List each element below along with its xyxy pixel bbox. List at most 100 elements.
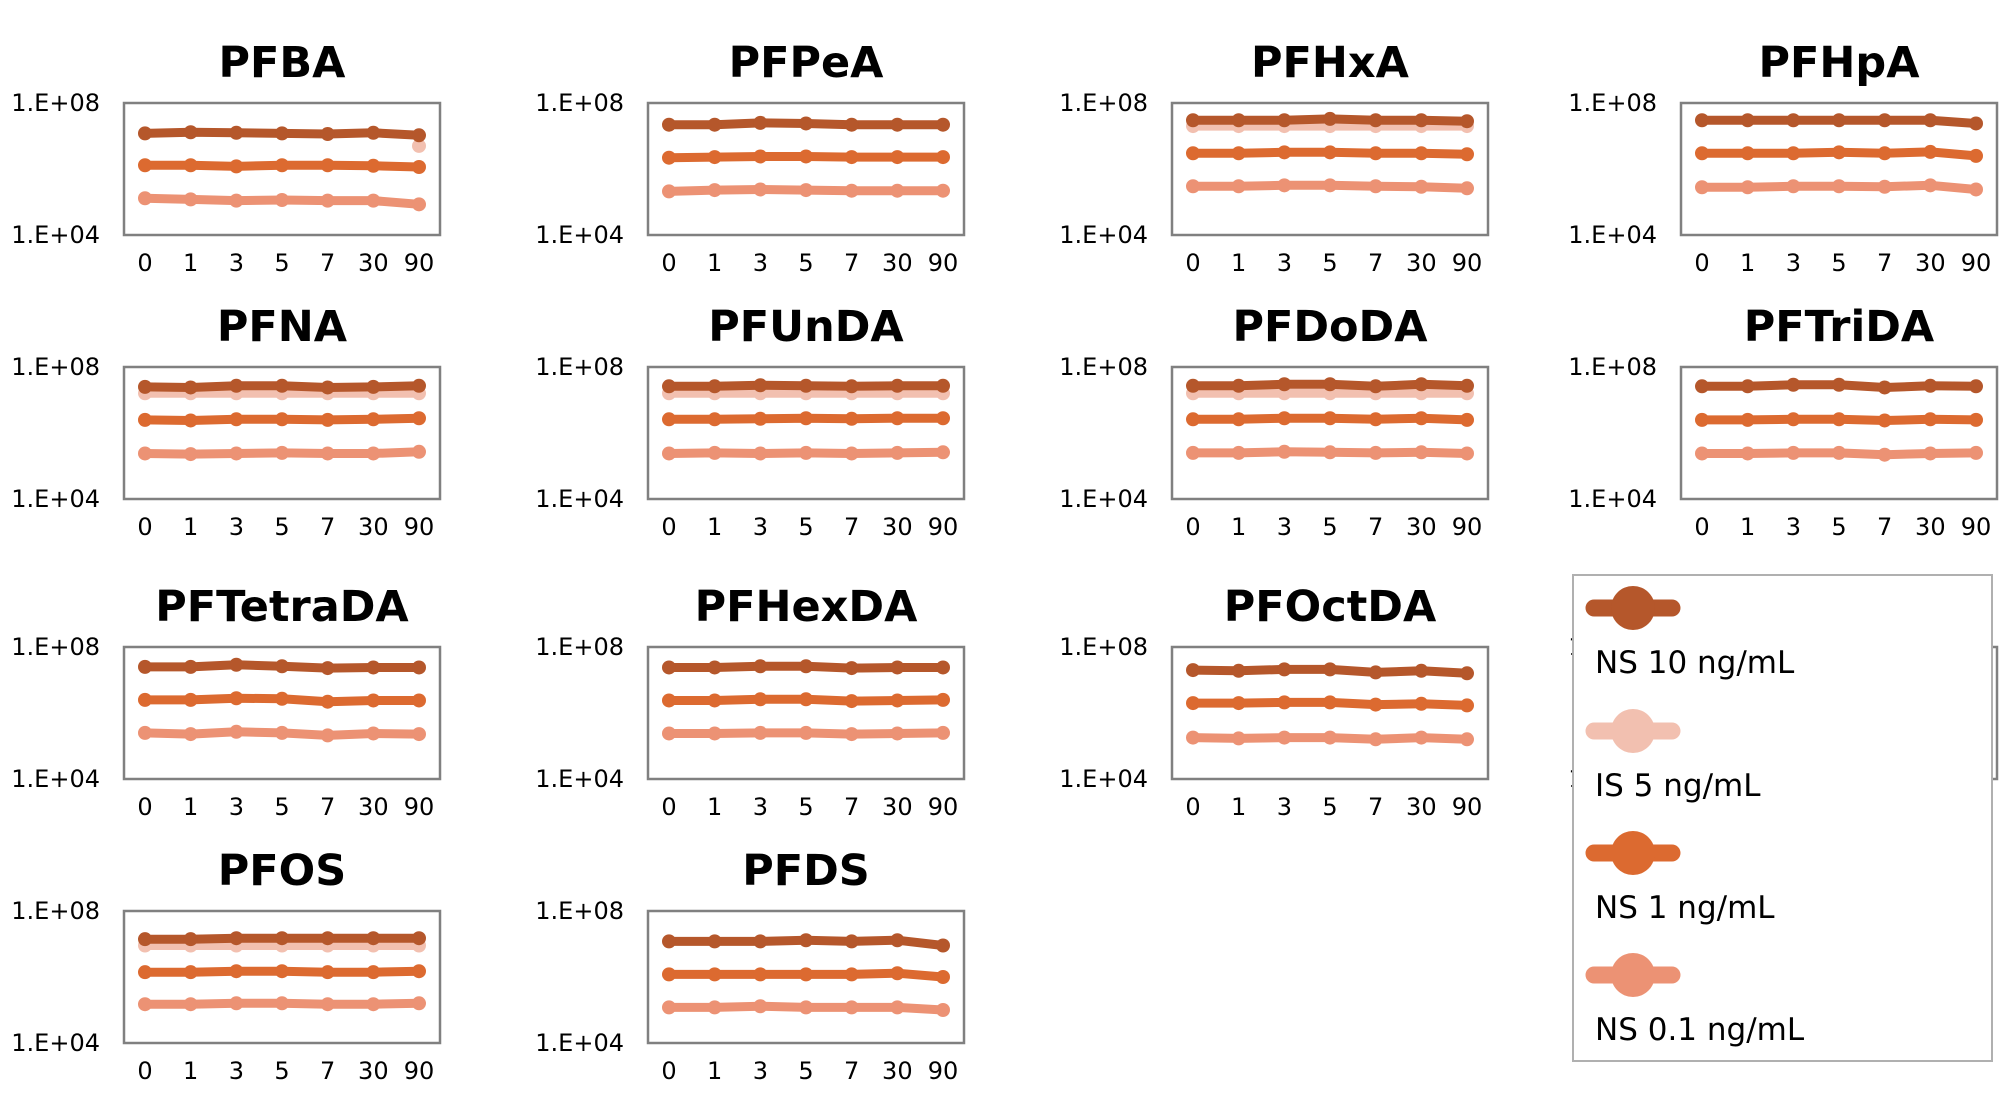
data-point-ns-0-1-ng-ml <box>753 446 768 461</box>
y-tick-label: 1.E+08 <box>11 353 100 381</box>
data-point-ns-10-ng-ml <box>412 378 426 393</box>
data-point-ns-0-1-ng-ml <box>1923 178 1938 193</box>
panel-title: PFHxA <box>1251 38 1410 88</box>
data-point-ns-1-ng-ml <box>1740 146 1755 161</box>
x-tick-label: 5 <box>274 249 289 277</box>
data-point-ns-10-ng-ml <box>1277 377 1292 392</box>
data-point-ns-10-ng-ml <box>138 379 152 394</box>
data-point-ns-0-1-ng-ml <box>1832 445 1846 460</box>
data-point-ns-1-ng-ml <box>844 411 859 426</box>
data-point-ns-0-1-ng-ml <box>1368 179 1383 194</box>
y-tick-label: 1.E+04 <box>11 221 100 249</box>
data-point-ns-0-1-ng-ml <box>753 182 768 197</box>
x-tick-label: 30 <box>882 793 913 821</box>
y-tick-label: 1.E+04 <box>1568 485 1657 513</box>
data-point-ns-10-ng-ml <box>320 126 335 141</box>
x-tick-label: 90 <box>928 793 959 821</box>
data-point-ns-10-ng-ml <box>1231 113 1246 128</box>
x-tick-label: 90 <box>1961 249 1992 277</box>
data-point-ns-1-ng-ml <box>1414 146 1429 161</box>
data-point-ns-0-1-ng-ml <box>229 446 244 461</box>
data-point-ns-0-1-ng-ml <box>275 996 289 1011</box>
panel-pfhpa: PFHpA 1.E+08 1.E+04 0 1 3 5 7 30 90 <box>1568 38 1999 277</box>
panel-title: PFTetraDA <box>155 582 409 632</box>
data-point-ns-10-ng-ml <box>320 931 335 946</box>
panel-title: PFHpA <box>1759 38 1921 88</box>
data-point-ns-1-ng-ml <box>183 158 198 173</box>
data-point-ns-1-ng-ml <box>753 967 768 982</box>
x-tick-label: 30 <box>882 513 913 541</box>
data-point-ns-0-1-ng-ml <box>138 997 152 1012</box>
data-point-ns-10-ng-ml <box>1923 113 1938 128</box>
data-point-ns-10-ng-ml <box>1323 377 1337 392</box>
x-tick-label: 30 <box>358 513 389 541</box>
data-point-ns-10-ng-ml <box>1186 378 1200 393</box>
y-tick-label: 1.E+04 <box>1568 221 1657 249</box>
panel-pftetrada: PFTetraDA 1.E+08 1.E+04 0 1 3 5 7 30 90 <box>11 582 442 821</box>
panel-title: PFBA <box>219 38 347 88</box>
x-tick-label: 0 <box>1694 249 1709 277</box>
x-tick-label: 3 <box>1277 793 1292 821</box>
data-point-ns-10-ng-ml <box>1277 662 1292 677</box>
data-point-ns-0-1-ng-ml <box>412 727 426 742</box>
x-tick-label: 7 <box>1368 793 1383 821</box>
data-point-ns-10-ng-ml <box>799 659 813 674</box>
x-tick-label: 0 <box>137 1057 152 1085</box>
data-point-ns-1-ng-ml <box>1923 144 1938 159</box>
y-tick-label: 1.E+08 <box>1059 633 1148 661</box>
data-point-ns-1-ng-ml <box>1368 146 1383 161</box>
data-point-ns-0-1-ng-ml <box>1695 446 1709 461</box>
data-point-ns-1-ng-ml <box>1923 412 1938 427</box>
panel-title: PFPeA <box>729 38 885 88</box>
data-point-ns-0-1-ng-ml <box>1969 445 1983 460</box>
panel-pfhexda: PFHexDA 1.E+08 1.E+04 0 1 3 5 7 30 90 <box>535 582 966 821</box>
data-point-ns-1-ng-ml <box>1186 412 1200 427</box>
x-tick-label: 1 <box>183 1057 198 1085</box>
data-point-ns-10-ng-ml <box>1323 662 1337 677</box>
panel-pfoctda: PFOctDA 1.E+08 1.E+04 0 1 3 5 7 30 90 <box>1059 582 1490 821</box>
data-point-ns-0-1-ng-ml <box>936 445 950 460</box>
data-point-ns-0-1-ng-ml <box>138 725 152 740</box>
y-tick-label: 1.E+08 <box>535 897 624 925</box>
data-point-ns-0-1-ng-ml <box>1877 447 1892 462</box>
data-point-ns-0-1-ng-ml <box>1786 445 1801 460</box>
x-tick-label: 3 <box>1786 249 1801 277</box>
data-point-ns-1-ng-ml <box>662 693 676 708</box>
data-point-ns-0-1-ng-ml <box>366 193 381 208</box>
data-point-ns-1-ng-ml <box>412 693 426 708</box>
data-point-ns-10-ng-ml <box>662 934 676 949</box>
data-point-ns-10-ng-ml <box>1414 663 1429 678</box>
data-point-ns-0-1-ng-ml <box>1786 179 1801 194</box>
x-tick-label: 5 <box>274 793 289 821</box>
data-point-ns-10-ng-ml <box>366 125 381 140</box>
data-point-ns-10-ng-ml <box>275 931 289 946</box>
data-point-ns-1-ng-ml <box>799 149 813 164</box>
x-tick-label: 1 <box>1231 249 1246 277</box>
panel-title: PFOctDA <box>1224 582 1437 632</box>
data-point-ns-0-1-ng-ml <box>412 444 426 459</box>
x-tick-label: 30 <box>1915 513 1946 541</box>
x-tick-label: 1 <box>183 513 198 541</box>
data-point-ns-1-ng-ml <box>320 965 335 980</box>
data-point-ns-0-1-ng-ml <box>183 727 198 742</box>
data-point-ns-0-1-ng-ml <box>366 726 381 741</box>
x-tick-label: 1 <box>1231 513 1246 541</box>
x-tick-label: 0 <box>137 249 152 277</box>
panel-title: PFDoDA <box>1232 302 1428 352</box>
data-point-ns-1-ng-ml <box>1323 145 1337 160</box>
data-point-ns-10-ng-ml <box>366 660 381 675</box>
x-tick-label: 3 <box>1277 513 1292 541</box>
x-tick-label: 7 <box>1368 513 1383 541</box>
data-point-ns-10-ng-ml <box>890 117 905 132</box>
panel-pfds: PFDS 1.E+08 1.E+04 0 1 3 5 7 30 90 <box>535 846 966 1085</box>
data-point-ns-10-ng-ml <box>753 378 768 393</box>
data-point-ns-1-ng-ml <box>1877 413 1892 428</box>
data-point-ns-0-1-ng-ml <box>320 193 335 208</box>
y-tick-label: 1.E+04 <box>11 1029 100 1057</box>
data-point-ns-10-ng-ml <box>183 125 198 140</box>
data-point-ns-1-ng-ml <box>366 965 381 980</box>
data-point-ns-1-ng-ml <box>1460 147 1474 162</box>
data-point-ns-1-ng-ml <box>1877 146 1892 161</box>
legend-label-ns-0-1-ng-ml: NS 0.1 ng/mL <box>1595 1012 1805 1048</box>
data-point-ns-1-ng-ml <box>366 412 381 427</box>
